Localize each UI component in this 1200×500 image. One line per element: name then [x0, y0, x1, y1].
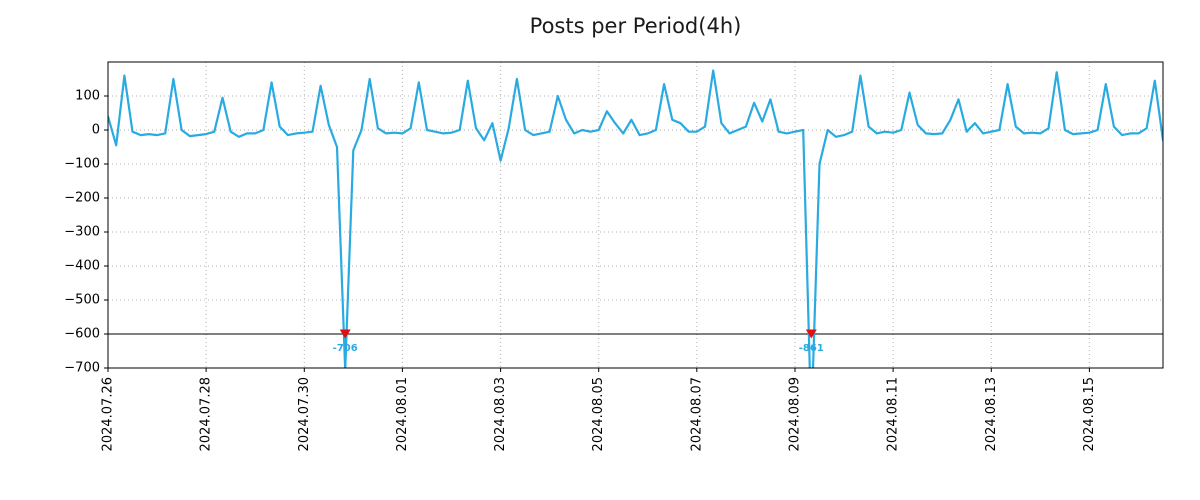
- y-tick-label: 0: [92, 123, 100, 138]
- posts-series-line: [108, 69, 1163, 368]
- x-tick-label: 2024.08.15: [1082, 377, 1097, 451]
- x-tick-label: 2024.08.11: [886, 377, 901, 451]
- x-tick-label: 2024.08.09: [788, 377, 803, 451]
- y-tick-label: −100: [64, 157, 100, 172]
- y-tick-label: −400: [64, 259, 100, 274]
- y-tick-label: −500: [64, 293, 100, 308]
- dip-annotation-label: -861: [799, 343, 824, 354]
- y-tick-label: −200: [64, 191, 100, 206]
- x-tick-label: 2024.08.03: [493, 377, 508, 451]
- dip-marker-icon: [339, 329, 351, 339]
- dip-marker-icon: [805, 329, 817, 339]
- y-tick-label: −700: [64, 361, 100, 376]
- x-tick-label: 2024.07.30: [297, 377, 312, 451]
- x-tick-label: 2024.07.26: [101, 377, 116, 451]
- plot-frame: [107, 61, 1164, 369]
- chart-title: Posts per Period(4h): [529, 14, 742, 38]
- y-tick-label: −600: [64, 327, 100, 342]
- y-tick-label: −300: [64, 225, 100, 240]
- x-tick-label: 2024.07.28: [199, 377, 214, 451]
- dip-annotation-label: -706: [333, 343, 358, 354]
- x-tick-label: 2024.08.05: [591, 377, 606, 451]
- x-tick-label: 2024.08.13: [984, 377, 999, 451]
- x-tick-label: 2024.08.07: [689, 377, 704, 451]
- y-tick-label: 100: [75, 89, 100, 104]
- x-tick-label: 2024.08.01: [395, 377, 410, 451]
